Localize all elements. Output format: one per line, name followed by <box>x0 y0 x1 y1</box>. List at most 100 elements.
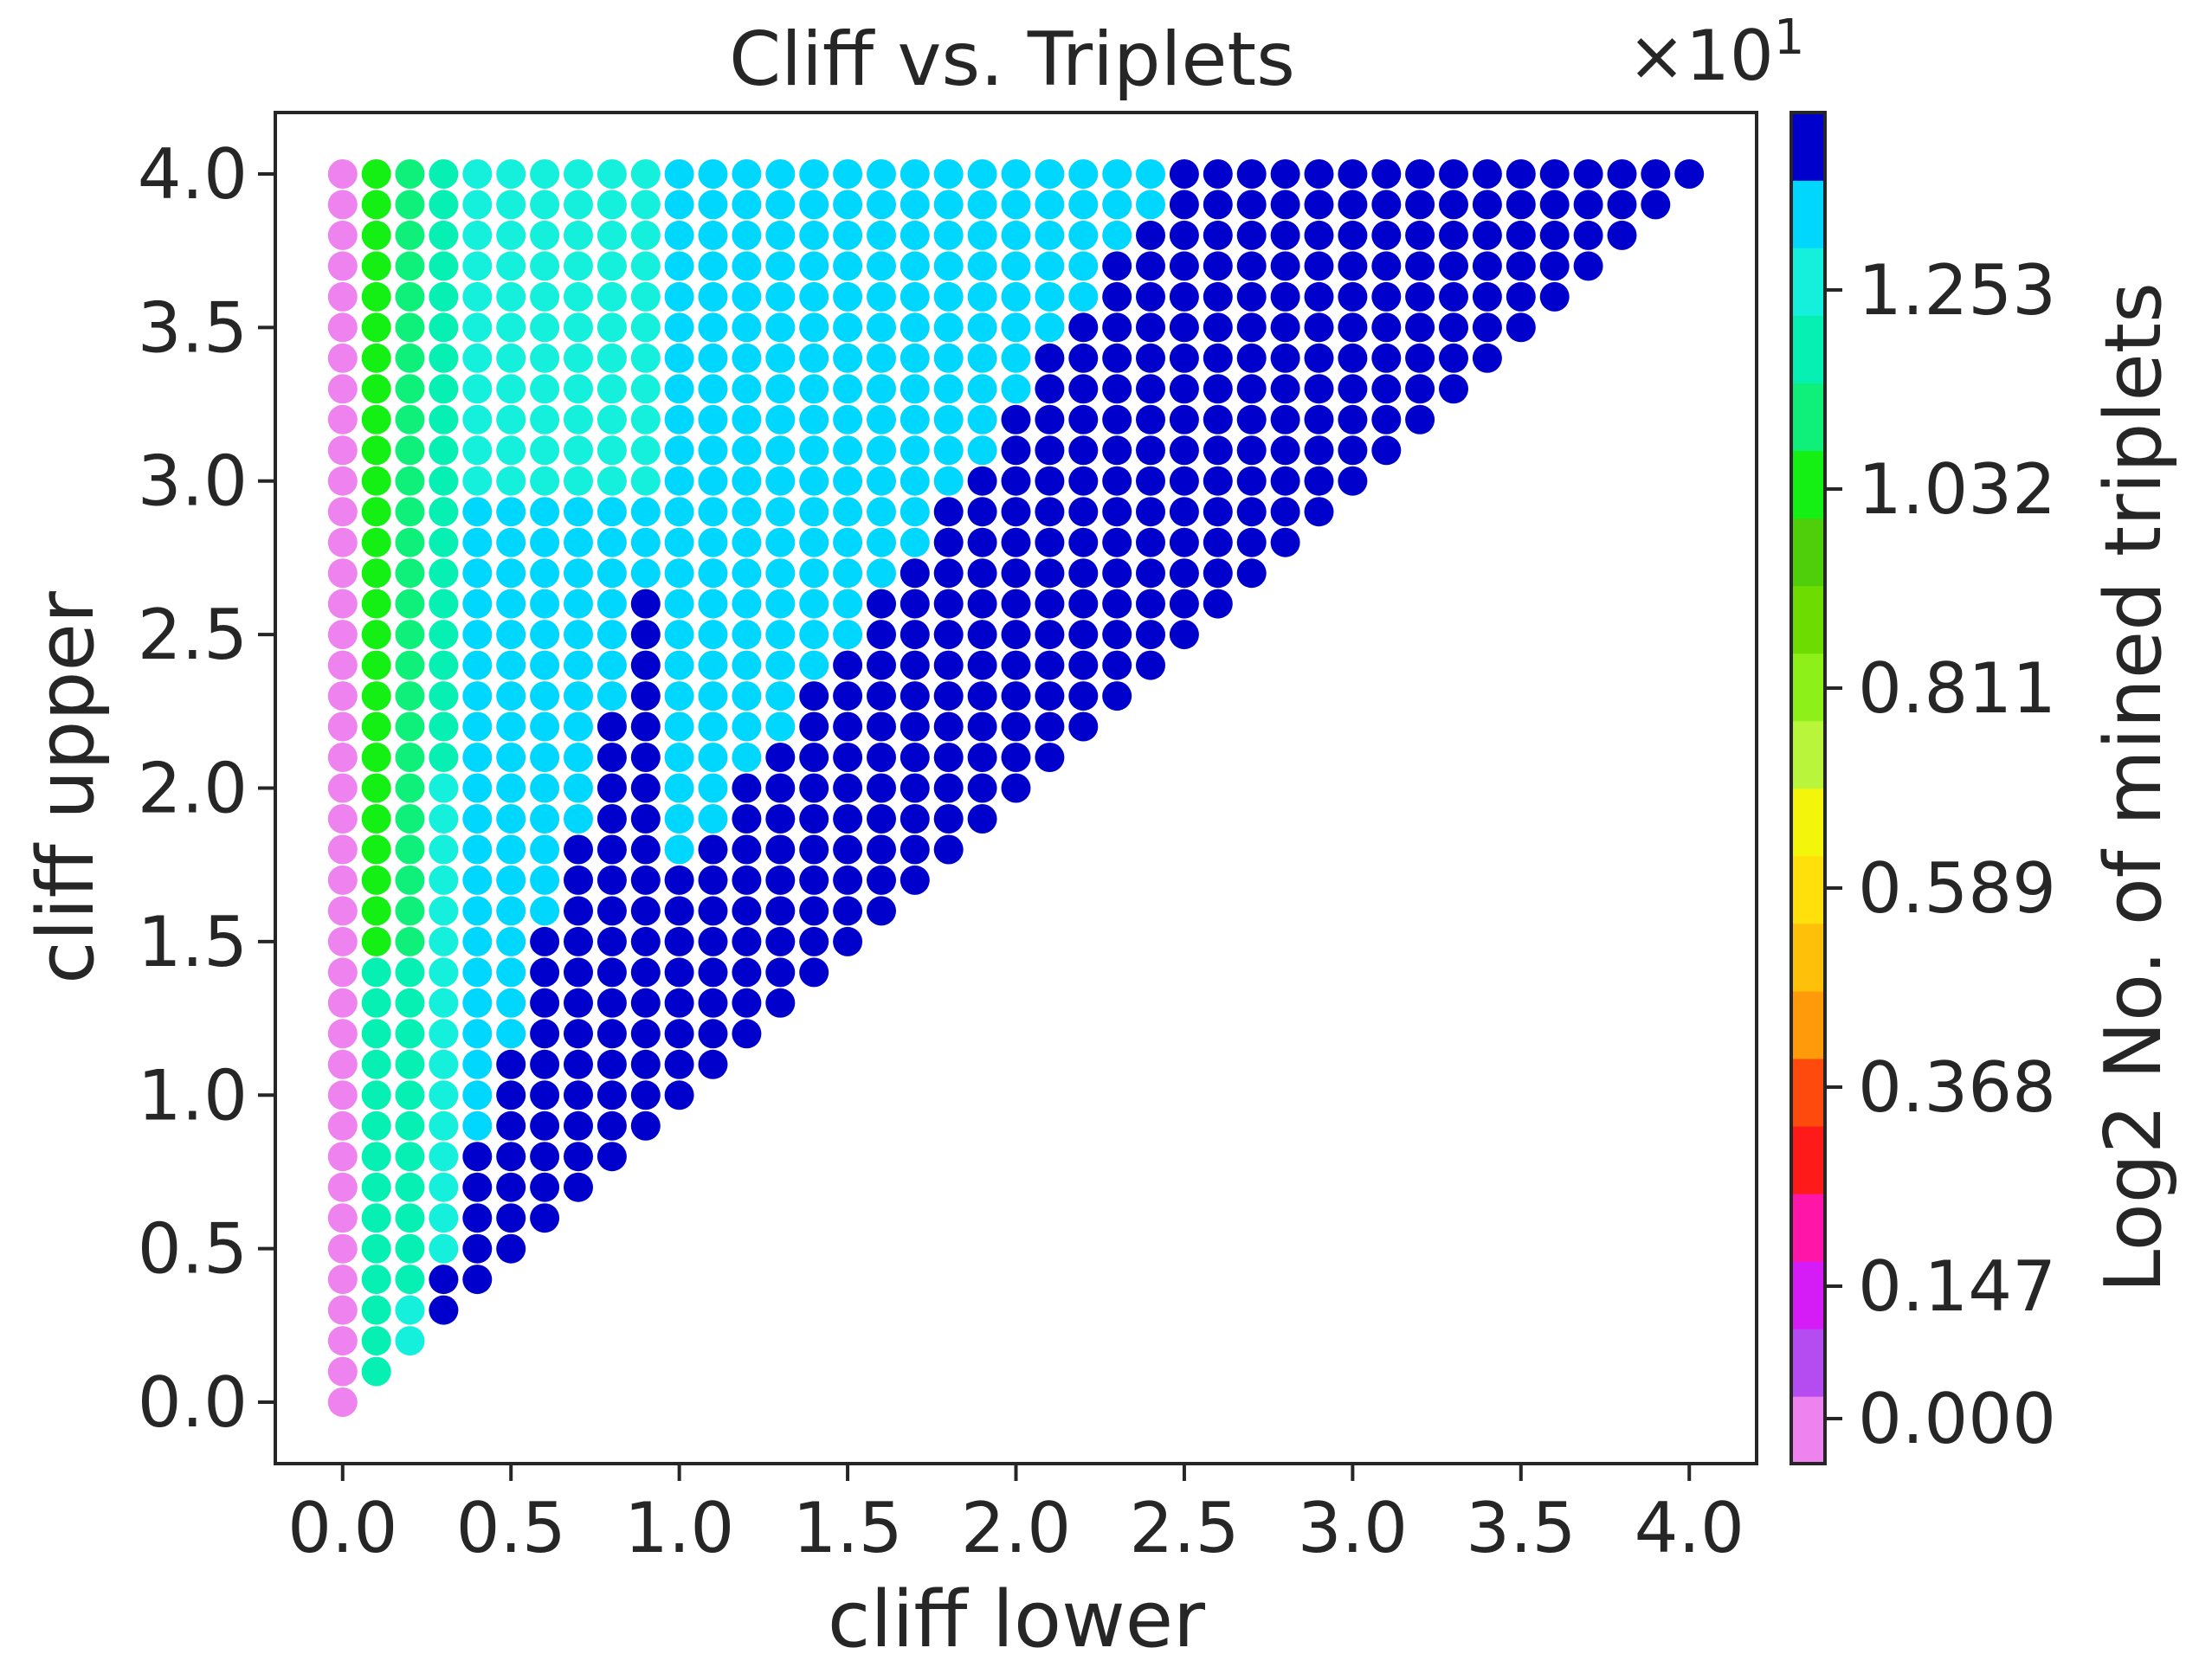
scatter-point <box>698 159 728 189</box>
scatter-point <box>900 620 930 650</box>
scatter-point <box>361 343 391 373</box>
scatter-point <box>867 620 896 650</box>
scatter-point <box>1035 558 1065 589</box>
scatter-point <box>429 190 459 220</box>
scatter-point <box>630 1049 661 1079</box>
scatter-point <box>597 681 627 711</box>
scatter-point <box>1035 281 1065 312</box>
scatter-point <box>765 865 796 895</box>
scatter-point <box>933 190 964 220</box>
scatter-point <box>1203 527 1233 557</box>
scatter-point <box>1068 251 1099 281</box>
scatter-point <box>630 251 661 281</box>
scatter-point <box>1169 435 1199 466</box>
scatter-point <box>630 527 661 557</box>
scatter-point <box>1304 404 1334 434</box>
scatter-point <box>597 988 627 1018</box>
scatter-point <box>867 251 896 281</box>
scatter-point <box>698 896 728 926</box>
scatter-point <box>765 159 796 189</box>
scatter-point <box>799 681 829 711</box>
scatter-point <box>799 220 829 250</box>
scatter-point <box>597 466 627 496</box>
scatter-point <box>698 773 728 803</box>
scatter-point <box>1573 220 1603 250</box>
colorbar-band <box>1791 1396 1825 1464</box>
scatter-point <box>1169 251 1199 281</box>
scatter-point <box>967 159 997 189</box>
scatter-point <box>867 834 896 865</box>
scatter-point <box>1304 251 1334 281</box>
scatter-point <box>765 190 796 220</box>
scatter-point <box>1136 558 1165 589</box>
scatter-point <box>496 743 526 772</box>
scatter-point <box>1203 374 1233 404</box>
scatter-point <box>833 497 863 527</box>
scatter-point <box>664 957 694 988</box>
scatter-point <box>1203 404 1233 434</box>
scatter-point <box>698 834 728 865</box>
x-tick-label: 4.0 <box>1635 1488 1744 1568</box>
scatter-point <box>564 404 593 434</box>
scatter-point <box>698 804 728 834</box>
scatter-point <box>630 834 661 865</box>
scatter-point <box>799 343 829 373</box>
scatter-point <box>900 834 930 865</box>
scatter-point <box>1371 251 1402 281</box>
scatter-point <box>698 988 728 1018</box>
scatter-point <box>530 589 560 619</box>
scatter-point <box>496 1203 526 1233</box>
scatter-point <box>530 404 560 434</box>
scatter-point <box>361 1172 391 1202</box>
scatter-point <box>732 497 762 527</box>
scatter-point <box>361 251 391 281</box>
scatter-point <box>1169 281 1199 312</box>
scatter-point <box>395 558 425 589</box>
scatter-point <box>1371 312 1402 343</box>
scatter-point <box>395 926 425 956</box>
scatter-point <box>833 926 863 956</box>
scatter-point <box>698 404 728 434</box>
y-tick-label: 1.5 <box>138 902 248 982</box>
scatter-point <box>867 404 896 434</box>
scatter-point <box>1236 558 1267 589</box>
scatter-point <box>698 681 728 711</box>
scatter-point <box>867 650 896 680</box>
scatter-point <box>1304 312 1334 343</box>
scatter-point <box>630 312 661 343</box>
scatter-point <box>1270 251 1300 281</box>
scatter-point <box>496 374 526 404</box>
scatter-point <box>1001 589 1031 619</box>
scatter-point <box>327 343 358 373</box>
scatter-point <box>698 251 728 281</box>
scatter-point <box>732 650 762 680</box>
scatter-point <box>664 711 694 742</box>
scatter-point <box>967 251 997 281</box>
scatter-point <box>664 343 694 373</box>
scatter-point <box>1674 159 1705 189</box>
scatter-point <box>597 1019 627 1049</box>
scatter-point <box>462 1080 493 1110</box>
scatter-point <box>765 620 796 650</box>
scatter-point <box>900 374 930 404</box>
scatter-point <box>496 896 526 926</box>
scatter-point <box>597 527 627 557</box>
scatter-point <box>530 220 560 250</box>
scatter-point <box>361 589 391 619</box>
scatter-point <box>496 251 526 281</box>
scatter-point <box>967 343 997 373</box>
scatter-point <box>429 251 459 281</box>
colorbar-band <box>1791 855 1825 924</box>
scatter-point <box>1304 281 1334 312</box>
scatter-point <box>597 743 627 772</box>
scatter-point <box>327 589 358 619</box>
scatter-point <box>564 589 593 619</box>
scatter-point <box>1035 374 1065 404</box>
colorbar-band <box>1791 383 1825 451</box>
scatter-point <box>1035 190 1065 220</box>
scatter-point <box>597 220 627 250</box>
scatter-point <box>597 343 627 373</box>
scatter-point <box>361 1356 391 1387</box>
scatter-point <box>1035 220 1065 250</box>
scatter-point <box>900 190 930 220</box>
